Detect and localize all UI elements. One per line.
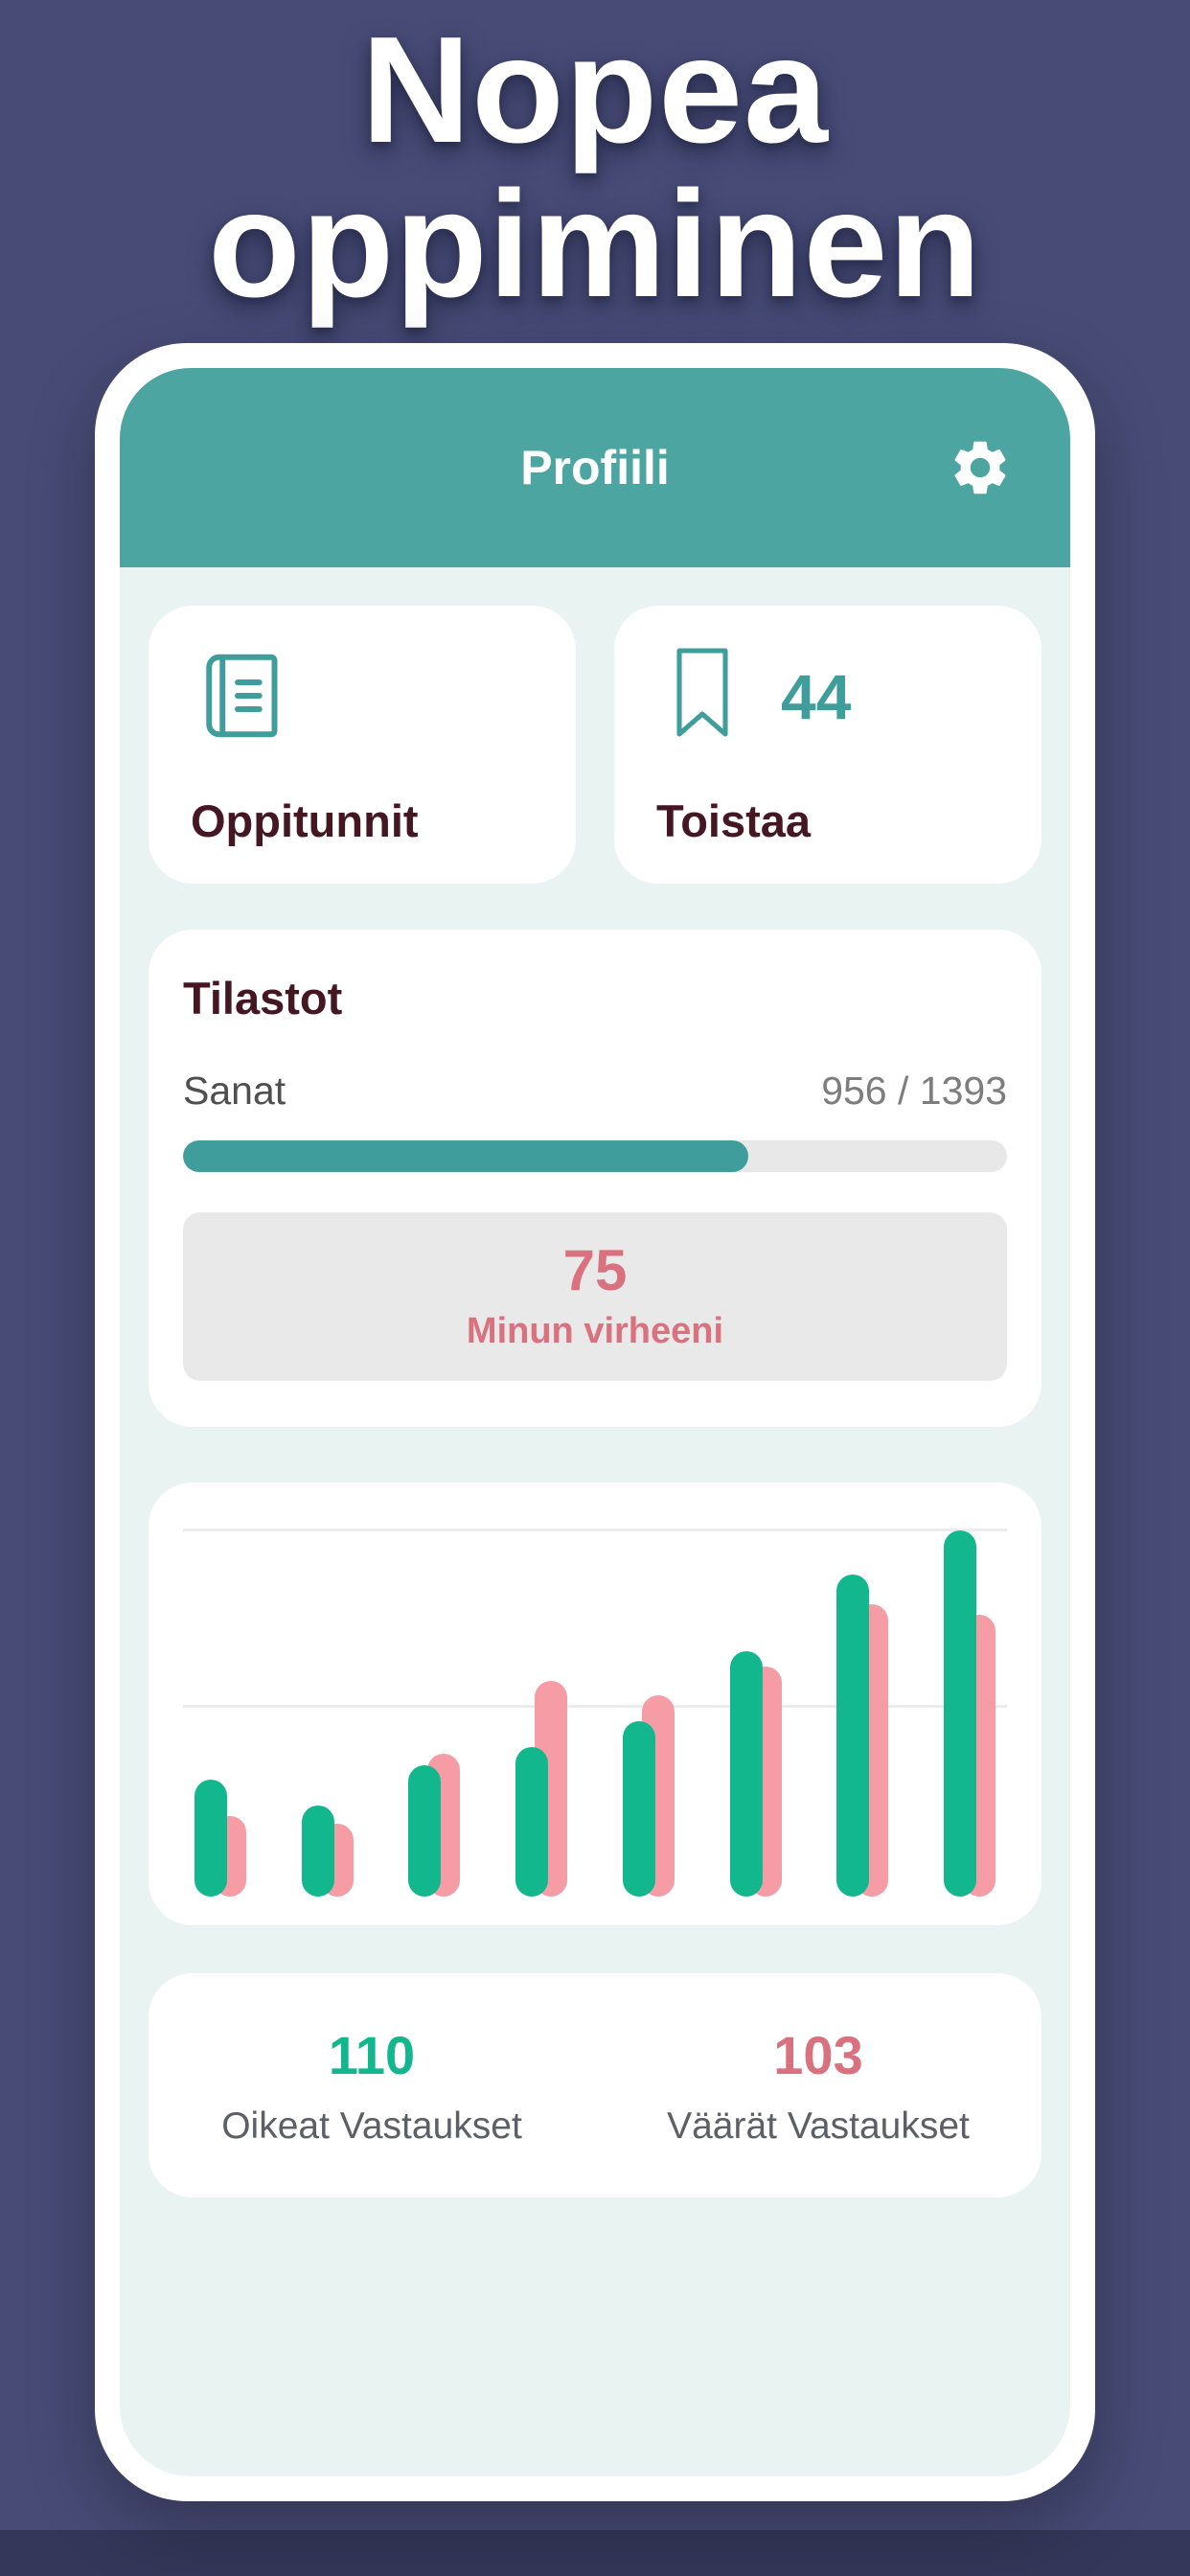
gridline: [183, 1529, 1007, 1532]
bar-group: [408, 1530, 461, 1898]
correct-answers-value: 110: [328, 2024, 416, 2085]
bar-correct: [515, 1746, 549, 1898]
wrong-answers-stat: 103 Väärät Vastaukset: [595, 2024, 1041, 2148]
progress-chart: [149, 1483, 1041, 1926]
bar-correct: [943, 1530, 976, 1898]
wrong-answers-label: Väärät Vastaukset: [667, 2104, 970, 2147]
bar-correct: [195, 1780, 227, 1898]
bar-group: [836, 1530, 889, 1898]
mistakes-label: Minun virheeni: [466, 1311, 724, 1352]
bar-group: [195, 1530, 246, 1898]
gridline: [183, 1705, 1007, 1709]
bar-correct: [408, 1764, 442, 1898]
repeats-count: 44: [781, 660, 852, 732]
bar-correct: [729, 1651, 763, 1898]
bar-group: [301, 1530, 354, 1898]
bar-group: [729, 1530, 782, 1898]
repeats-card-label: Toistaa: [656, 795, 812, 847]
phone-mockup: Profiili Oppitunnit: [95, 343, 1095, 2502]
bar-group: [622, 1530, 675, 1898]
book-icon: [191, 642, 534, 754]
lessons-card[interactable]: Oppitunnit: [149, 606, 576, 885]
app-screen: Profiili Oppitunnit: [120, 368, 1070, 2477]
stats-title: Tilastot: [183, 973, 343, 1024]
gear-icon: [954, 442, 1006, 494]
words-progress-bar: [183, 1140, 1007, 1173]
bar-correct: [622, 1720, 655, 1898]
hero-title-line1: Nopea: [361, 6, 829, 174]
repeats-card[interactable]: 44 Toistaa: [614, 606, 1041, 885]
correct-answers-label: Oikeat Vastaukset: [221, 2104, 522, 2147]
mistakes-count: 75: [562, 1238, 628, 1303]
my-mistakes-button[interactable]: 75 Minun virheeni: [183, 1212, 1007, 1382]
bar-group: [515, 1530, 568, 1898]
correct-answers-stat: 110 Oikeat Vastaukset: [149, 2024, 595, 2148]
bar-correct: [836, 1575, 870, 1898]
hero-title: Nopea oppiminen: [0, 0, 1190, 322]
stats-card: Tilastot Sanat 956 / 1393 75 Minun virhe…: [149, 930, 1041, 1428]
repeats-card-top: 44: [656, 642, 999, 750]
app-header: Profiili: [120, 368, 1070, 568]
top-cards-row: Oppitunnit 44 Toistaa: [149, 606, 1041, 885]
wrong-answers-value: 103: [773, 2024, 863, 2085]
bar-group: [943, 1530, 995, 1898]
page-title: Profiili: [520, 441, 670, 495]
lessons-card-label: Oppitunnit: [191, 795, 419, 847]
answers-summary-card: 110 Oikeat Vastaukset 103 Väärät Vastauk…: [149, 1973, 1041, 2198]
footer-strip: [0, 2530, 1190, 2576]
words-row: Sanat 956 / 1393: [183, 1069, 1007, 1114]
bar-groups: [195, 1530, 995, 1898]
bar-correct: [301, 1805, 334, 1898]
hero-title-line2: oppiminen: [208, 160, 982, 330]
settings-button[interactable]: [948, 435, 1013, 500]
words-label: Sanat: [183, 1069, 286, 1114]
bookmark-icon: [656, 642, 748, 750]
progress-fill: [183, 1140, 748, 1173]
app-content: Oppitunnit 44 Toistaa Tilastot: [120, 567, 1070, 2198]
words-progress-value: 956 / 1393: [821, 1069, 1007, 1114]
